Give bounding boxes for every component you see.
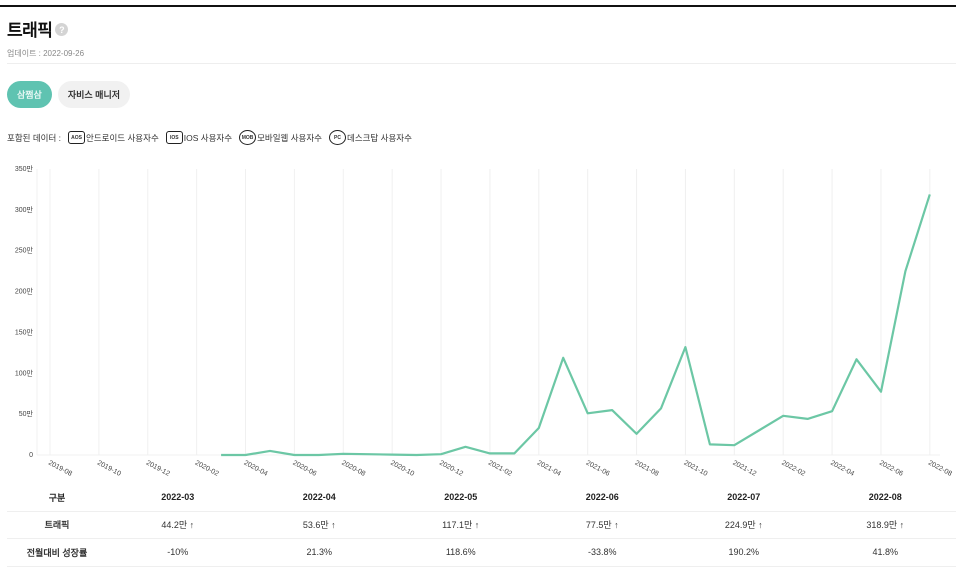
growth-cell: -33.8% bbox=[587, 547, 617, 558]
y-axis: 0 50만 100만 150만 200만 250만 300만 350만 bbox=[15, 164, 34, 459]
growth-cell: 190.2% bbox=[728, 547, 760, 558]
x-tick-label: 2020-08 bbox=[340, 460, 366, 478]
source-ios: IOS IOS 사용자수 bbox=[165, 131, 233, 144]
x-tick-label: 2020-10 bbox=[389, 460, 415, 478]
table-cell: 117.1만 ↑ bbox=[442, 520, 480, 531]
growth-cell: 118.6% bbox=[445, 547, 476, 558]
chart-grid bbox=[36, 169, 940, 456]
y-tick-label: 200만 bbox=[15, 287, 34, 296]
source-mobile-web: MOB 모바일웹 사용자수 bbox=[239, 130, 322, 145]
table-header-cell: 2022-04 bbox=[302, 492, 336, 503]
table-cell: 224.9만 ↑ bbox=[724, 520, 763, 531]
x-tick-label: 2021-10 bbox=[683, 460, 709, 478]
page-header: 트래픽 ? 업데이트 : 2022-09-26 bbox=[7, 16, 84, 59]
y-tick-label: 150만 bbox=[15, 327, 34, 336]
row-label: 트래픽 bbox=[44, 520, 70, 531]
y-tick-label: 250만 bbox=[15, 246, 34, 255]
x-tick-label: 2019-12 bbox=[145, 460, 171, 478]
growth-cell: -10% bbox=[167, 547, 189, 558]
row-label: 전월대비 성장률 bbox=[26, 547, 88, 558]
y-tick-label: 50만 bbox=[19, 409, 34, 418]
help-icon[interactable]: ? bbox=[55, 23, 69, 36]
x-tick-label: 2021-04 bbox=[536, 460, 562, 478]
table-cell: 77.5만 ↑ bbox=[585, 520, 619, 531]
table-header-cell: 2022-05 bbox=[444, 492, 478, 503]
traffic-series-line bbox=[221, 194, 931, 457]
growth-cell: 21.3% bbox=[306, 547, 333, 558]
x-tick-label: 2021-12 bbox=[731, 460, 757, 478]
x-tick-label: 2020-04 bbox=[243, 460, 269, 478]
x-tick-label: 2019-10 bbox=[96, 460, 122, 478]
table-header-row: 구분 2022-03 2022-04 2022-05 2022-06 2022-… bbox=[7, 484, 956, 512]
x-tick-label: 2020-06 bbox=[291, 460, 317, 478]
y-tick-label: 350만 bbox=[15, 164, 34, 173]
page-title: 트래픽 bbox=[7, 21, 53, 40]
included-data-label: 포함된 데이터 : bbox=[7, 132, 62, 143]
table-header-cell: 2022-07 bbox=[727, 492, 761, 503]
header-divider bbox=[7, 63, 956, 64]
y-tick-label: 0 bbox=[29, 452, 33, 459]
source-label: 안드로이드 사용자수 bbox=[86, 132, 159, 143]
source-label: 데스크탑 사용자수 bbox=[347, 132, 412, 143]
x-tick-label: 2019-08 bbox=[47, 460, 73, 478]
service-tabs: 삼쩜삼 자비스 매니저 bbox=[7, 81, 131, 108]
table-row-traffic: 트래픽 44.2만 ↑ 53.6만 ↑ 117.1만 ↑ 77.5만 ↑ 224… bbox=[7, 512, 956, 539]
mobile-badge-icon: MOB bbox=[239, 130, 257, 145]
tab-samjjeomsam[interactable]: 삼쩜삼 bbox=[7, 81, 52, 108]
source-label: 모바일웹 사용자수 bbox=[257, 132, 322, 143]
included-data: 포함된 데이터 : AOS 안드로이드 사용자수 IOS IOS 사용자수 MO… bbox=[7, 130, 419, 145]
table-header-cell: 구분 bbox=[48, 492, 66, 503]
tab-jarvis-manager[interactable]: 자비스 매니저 bbox=[57, 81, 131, 108]
x-tick-label: 2022-02 bbox=[780, 460, 806, 478]
top-border bbox=[0, 5, 956, 7]
table-header-cell: 2022-03 bbox=[161, 492, 195, 503]
table-cell: 44.2만 ↑ bbox=[161, 520, 195, 531]
source-aos: AOS 안드로이드 사용자수 bbox=[68, 131, 159, 144]
x-tick-label: 2021-02 bbox=[487, 460, 513, 478]
table-cell: 318.9만 ↑ bbox=[866, 520, 905, 531]
y-tick-label: 300만 bbox=[15, 205, 34, 214]
growth-cell: 41.8% bbox=[872, 547, 899, 558]
x-tick-label: 2022-08 bbox=[927, 460, 953, 478]
x-tick-label: 2022-06 bbox=[878, 460, 904, 478]
source-desktop: PC 데스크탑 사용자수 bbox=[329, 130, 412, 145]
y-tick-label: 100만 bbox=[15, 368, 34, 377]
source-label: IOS 사용자수 bbox=[183, 132, 233, 143]
x-tick-label: 2021-08 bbox=[634, 460, 660, 478]
x-tick-label: 2020-02 bbox=[194, 460, 220, 478]
updated-date: 업데이트 : 2022-09-26 bbox=[7, 49, 85, 58]
pc-badge-icon: PC bbox=[329, 130, 346, 145]
android-badge-icon: AOS bbox=[68, 131, 86, 144]
table-cell: 53.6만 ↑ bbox=[302, 520, 336, 531]
monthly-summary-table: 구분 2022-03 2022-04 2022-05 2022-06 2022-… bbox=[7, 484, 956, 567]
ios-badge-icon: IOS bbox=[165, 131, 183, 144]
table-header-cell: 2022-06 bbox=[585, 492, 619, 503]
x-tick-label: 2020-12 bbox=[438, 460, 464, 478]
table-header-cell: 2022-08 bbox=[868, 492, 902, 503]
x-axis: 2019-08 2019-10 2019-12 2020-02 2020-04 2020-… bbox=[47, 460, 953, 478]
table-row-growth: 전월대비 성장률 -10% 21.3% 118.6% -33.8% 190.2%… bbox=[7, 539, 956, 567]
x-tick-label: 2021-06 bbox=[585, 460, 611, 478]
x-tick-label: 2022-04 bbox=[829, 460, 855, 478]
